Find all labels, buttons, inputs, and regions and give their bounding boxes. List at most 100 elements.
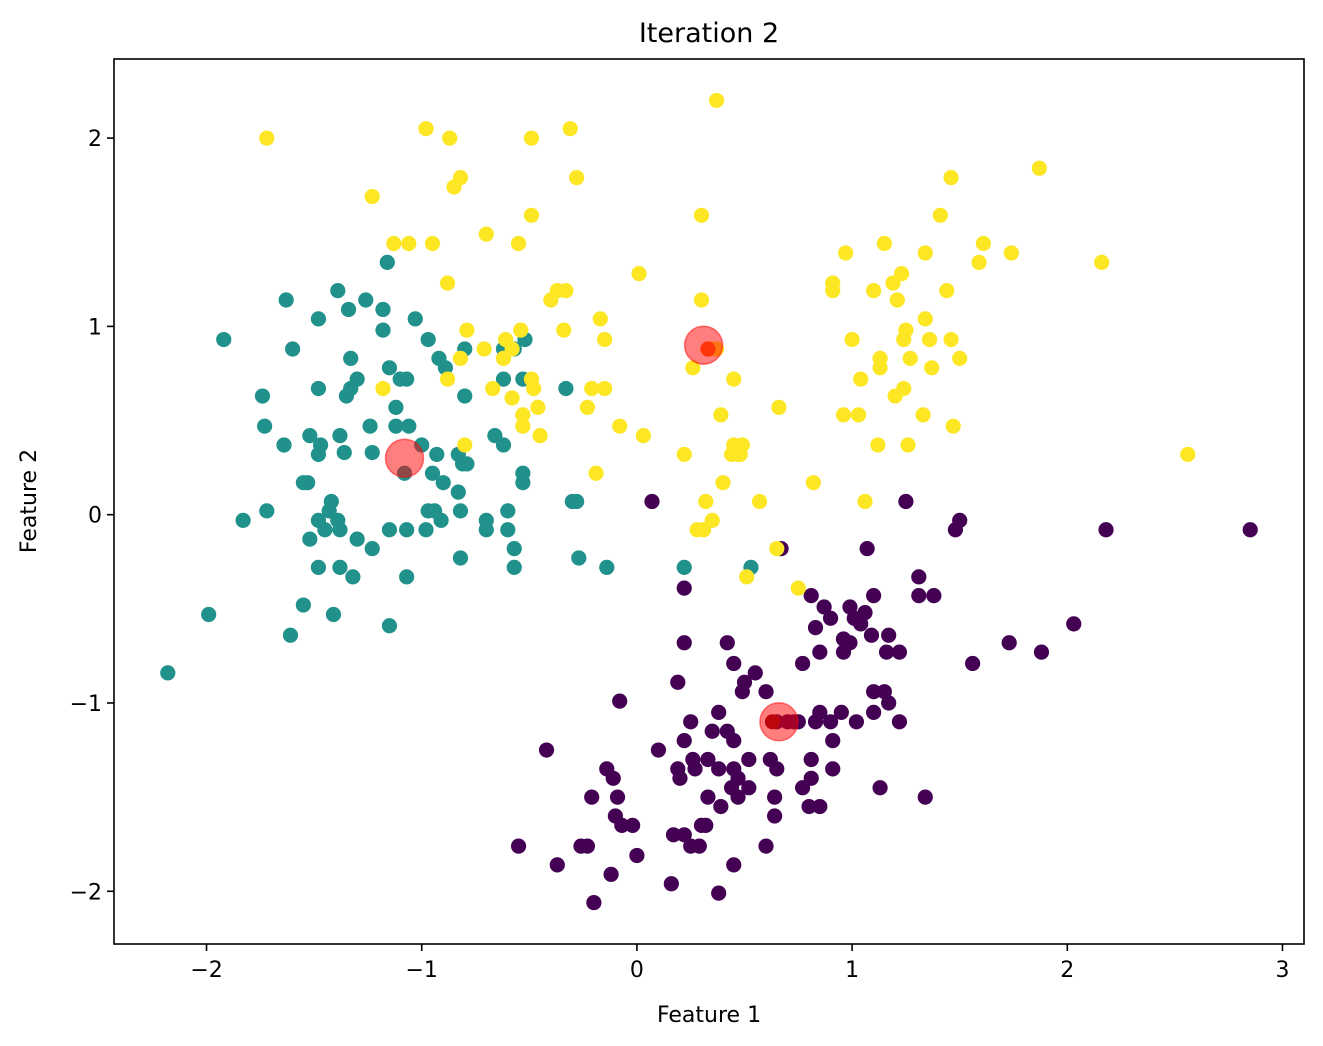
scatter-point-1-48	[278, 292, 294, 308]
y-axis: −2 −1 0 1 2	[70, 127, 114, 905]
scatter-point-2-18	[631, 266, 647, 282]
scatter-point-1-47	[285, 341, 301, 357]
scatter-point-1-80	[429, 446, 445, 463]
x-tick-label-3: 1	[845, 958, 859, 983]
scatter-point-2-43	[375, 380, 391, 397]
scatter-point-2-50	[588, 465, 604, 481]
scatter-point-0-115	[650, 742, 667, 758]
scatter-point-2-93	[943, 331, 959, 348]
scatter-point-0-66	[795, 780, 811, 796]
scatter-point-1-26	[433, 512, 449, 528]
scatter-point-1-54	[310, 380, 327, 397]
scatter-point-2-22	[693, 292, 710, 308]
scatter-point-2-4	[562, 121, 578, 137]
scatter-point-2-102	[844, 331, 860, 348]
scatter-point-0-43	[711, 704, 727, 720]
scatter-point-2-107	[870, 437, 886, 453]
scatter-point-2-106	[945, 418, 961, 434]
scatter-point-1-91	[495, 437, 512, 453]
scatter-point-1-75	[401, 418, 417, 434]
scatter-point-0-23	[911, 588, 927, 604]
scatter-point-1-83	[435, 475, 451, 491]
scatter-point-1-51	[302, 428, 318, 444]
scatter-point-0-109	[573, 838, 589, 854]
scatter-point-0-86	[713, 798, 729, 815]
scatter-point-2-64	[751, 493, 768, 510]
scatter-point-0-92	[711, 885, 727, 901]
scatter-point-0-99	[665, 827, 682, 843]
x-tick-label-4: 2	[1060, 958, 1074, 983]
scatter-point-1-76	[407, 311, 423, 327]
x-tick-label-1: −1	[406, 958, 438, 983]
scatter-point-0-84	[730, 789, 746, 805]
scatter-point-1-12	[317, 522, 333, 538]
scatter-point-0-7	[1242, 522, 1258, 538]
scatter-point-0-60	[881, 695, 897, 711]
scatter-point-2-86	[1031, 160, 1047, 176]
scatter-point-0-58	[866, 684, 882, 700]
scatter-point-2-38	[530, 399, 546, 415]
scatter-point-0-62	[825, 733, 841, 749]
scatter-point-1-74	[399, 371, 415, 387]
scatter-point-0-30	[965, 655, 981, 672]
scatter-point-0-93	[663, 876, 679, 892]
scatter-point-0-87	[700, 789, 716, 805]
scatter-point-2-94	[952, 350, 968, 366]
scatter-point-2-2	[442, 130, 458, 146]
scatter-point-2-17	[439, 275, 456, 291]
scatter-point-0-68	[812, 798, 828, 815]
scatter-point-2-76	[876, 235, 892, 252]
scatter-point-1-1	[201, 606, 217, 623]
centroid-marker-0	[384, 438, 425, 478]
scatter-point-1-6	[310, 559, 327, 576]
scatter-point-0-54	[822, 714, 839, 730]
scatter-point-1-3	[259, 503, 275, 519]
scatter-point-0-98	[698, 817, 714, 833]
scatter-point-2-31	[452, 350, 469, 366]
scatter-point-2-1	[418, 121, 434, 137]
scatter-point-0-25	[807, 620, 824, 636]
scatter-point-2-95	[902, 350, 918, 366]
scatter-point-0-85	[741, 780, 757, 796]
scatter-point-0-105	[599, 761, 615, 777]
scatter-point-1-53	[312, 437, 329, 453]
scatter-point-2-28	[597, 331, 613, 348]
scatter-point-1-31	[500, 503, 516, 519]
scatter-point-0-44	[683, 714, 699, 730]
scatter-point-0-106	[609, 789, 626, 805]
scatter-point-2-109	[857, 493, 873, 510]
scatter-point-2-9	[364, 188, 380, 205]
scatter-point-2-36	[526, 380, 542, 397]
scatter-point-2-47	[612, 418, 628, 434]
scatter-point-2-10	[523, 207, 540, 223]
scatter-point-0-100	[629, 847, 645, 864]
scatter-point-2-92	[921, 331, 938, 348]
scatter-point-0-71	[676, 733, 692, 749]
scatter-point-1-60	[336, 444, 352, 461]
scatter-point-0-91	[726, 857, 742, 873]
scatter-point-2-23	[592, 311, 608, 327]
scatter-point-2-69	[739, 569, 755, 585]
scatter-point-0-36	[726, 655, 742, 672]
scatter-point-1-17	[349, 531, 365, 547]
scatter-point-0-35	[719, 635, 735, 651]
scatter-point-2-45	[584, 380, 600, 397]
scatter-point-2-16	[510, 235, 527, 252]
scatter-point-0-77	[711, 761, 727, 777]
scatter-point-2-34	[485, 380, 501, 397]
scatter-point-1-66	[364, 444, 380, 461]
scatter-point-2-0	[259, 130, 275, 146]
scatter-point-2-67	[704, 512, 720, 528]
scatter-point-2-54	[726, 371, 742, 387]
scatter-point-0-73	[672, 770, 688, 786]
scatter-point-1-55	[310, 311, 327, 327]
scatter-point-1-22	[399, 522, 415, 538]
scatter-point-2-48	[635, 428, 651, 444]
scatter-point-0-16	[857, 605, 873, 621]
x-tick-label-2: 0	[630, 958, 644, 983]
scatter-point-2-83	[975, 235, 991, 252]
scatter-point-0-111	[510, 838, 527, 854]
scatter-point-0-80	[741, 751, 757, 768]
scatter-point-1-45	[257, 418, 273, 434]
